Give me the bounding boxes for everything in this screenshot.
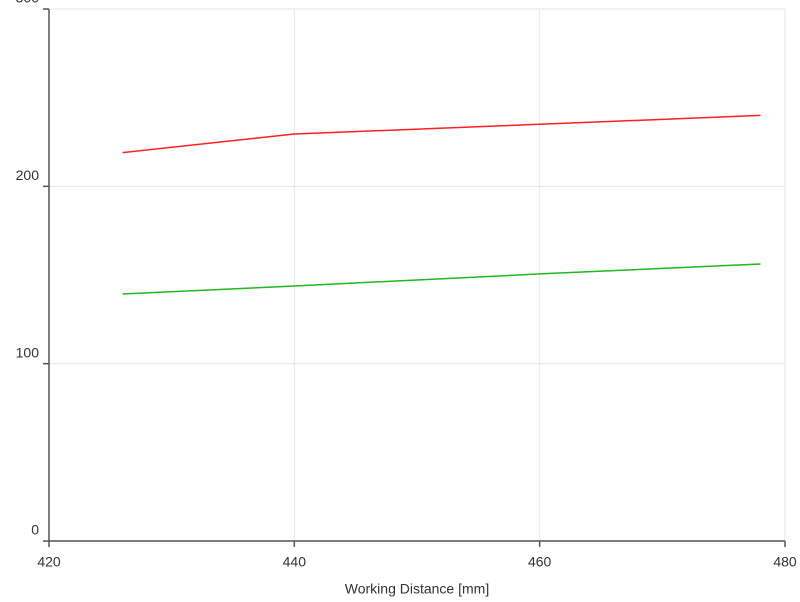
x-tick-label: 440	[283, 554, 307, 570]
y-tick-label: 0	[31, 522, 39, 538]
y-tick-label: 300	[16, 0, 40, 6]
series-line	[122, 263, 761, 295]
x-tick-label: 480	[773, 554, 797, 570]
y-tick-label: 100	[16, 344, 40, 360]
y-tick-label: 200	[16, 167, 40, 183]
x-axis-label: Working Distance [mm]	[345, 581, 489, 597]
x-tick-label: 420	[37, 554, 61, 570]
x-tick-label: 460	[528, 554, 552, 570]
series-line	[122, 114, 761, 154]
